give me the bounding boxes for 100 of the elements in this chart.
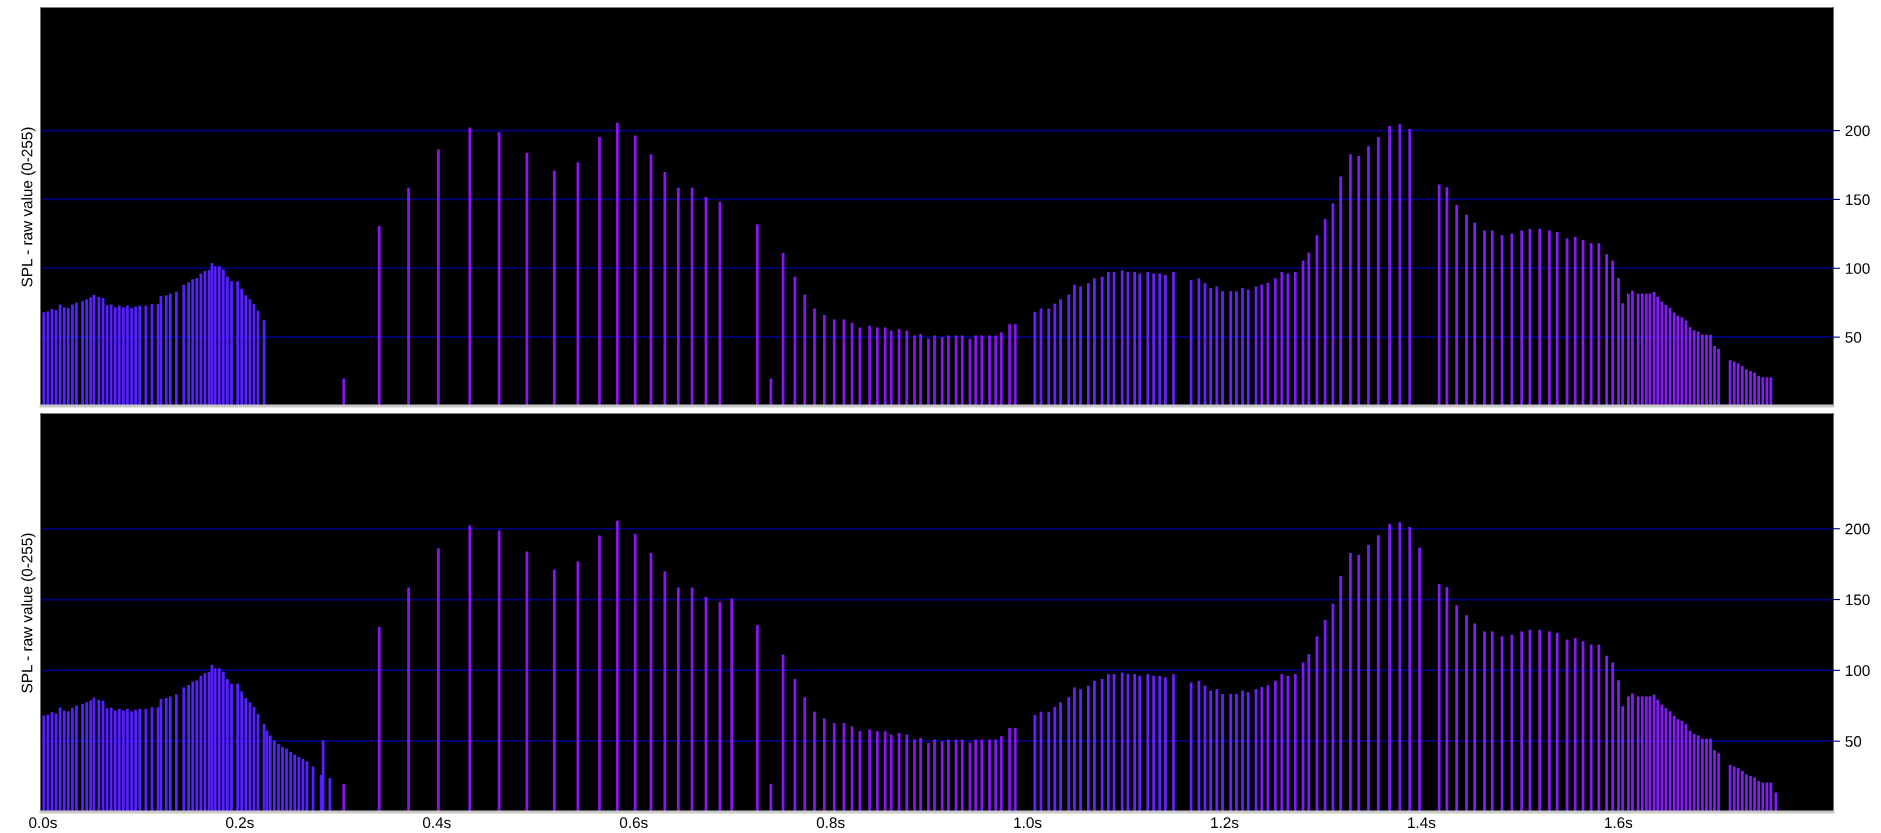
bar xyxy=(1656,296,1660,406)
bar xyxy=(113,710,117,812)
bar xyxy=(1152,675,1155,812)
bar xyxy=(1473,623,1477,812)
bar xyxy=(1086,685,1090,812)
bar xyxy=(1692,330,1696,406)
bar xyxy=(974,335,978,406)
bar xyxy=(272,740,276,812)
bar xyxy=(616,520,619,812)
bar xyxy=(1605,655,1609,812)
bar xyxy=(1120,672,1124,812)
bar xyxy=(277,744,280,812)
bar xyxy=(1209,287,1213,406)
bar xyxy=(1490,230,1494,406)
bar xyxy=(994,739,998,812)
bar xyxy=(933,739,936,812)
bar xyxy=(1280,271,1284,406)
bar xyxy=(1033,311,1037,406)
bar xyxy=(905,330,909,406)
bar xyxy=(1749,371,1752,406)
bar xyxy=(1640,696,1644,812)
bar xyxy=(1597,644,1601,812)
bar xyxy=(1086,283,1090,406)
bar xyxy=(1000,736,1003,812)
bar xyxy=(1757,780,1761,812)
bar xyxy=(690,187,694,406)
bar xyxy=(919,333,923,406)
bar xyxy=(1548,230,1551,406)
x-tick-label: 0.4s xyxy=(422,817,451,829)
x-tick-label: 0.0s xyxy=(29,817,57,829)
bar xyxy=(66,711,70,812)
bar xyxy=(1761,782,1765,812)
bar xyxy=(1033,715,1037,812)
bar xyxy=(195,680,199,812)
bar xyxy=(980,335,984,406)
bar xyxy=(1008,324,1011,406)
bar xyxy=(822,314,826,406)
bar xyxy=(980,739,984,812)
bar xyxy=(289,751,293,812)
bar xyxy=(1172,674,1175,812)
bar xyxy=(293,754,297,812)
bar xyxy=(1229,291,1233,406)
bar xyxy=(1753,777,1756,812)
bar xyxy=(342,783,346,812)
bar xyxy=(117,708,121,812)
bar xyxy=(407,587,410,812)
bar xyxy=(1611,260,1615,406)
bar xyxy=(66,308,70,406)
bar xyxy=(1538,629,1542,812)
bar xyxy=(552,170,556,406)
bar xyxy=(1573,236,1577,406)
bar xyxy=(1676,315,1680,406)
bar xyxy=(1133,674,1136,812)
bar xyxy=(1209,690,1213,812)
bar xyxy=(889,330,893,406)
bar xyxy=(1636,293,1640,406)
bar xyxy=(1418,547,1421,812)
bar xyxy=(468,127,472,406)
bar xyxy=(803,697,807,812)
bar xyxy=(1235,694,1238,812)
bar xyxy=(875,327,879,406)
bar xyxy=(1367,146,1370,406)
bar xyxy=(803,294,807,406)
bar xyxy=(191,681,195,812)
bar xyxy=(633,135,637,406)
bar xyxy=(497,132,501,406)
bar xyxy=(988,335,991,406)
bar xyxy=(1215,689,1219,812)
bar xyxy=(1133,271,1136,406)
bar xyxy=(1573,638,1577,812)
bar xyxy=(1656,699,1660,812)
bar xyxy=(1079,286,1082,406)
bar xyxy=(1680,317,1684,406)
bar xyxy=(1260,686,1264,812)
bar xyxy=(1073,687,1076,812)
bar xyxy=(144,305,148,406)
bar xyxy=(130,308,133,406)
bar xyxy=(1273,680,1277,812)
bar xyxy=(1293,271,1297,406)
bar xyxy=(1221,694,1224,812)
bar xyxy=(1047,711,1051,812)
bar xyxy=(1053,706,1057,812)
bar xyxy=(868,325,872,406)
bar xyxy=(1740,770,1744,812)
bar xyxy=(187,282,191,406)
bar xyxy=(1172,271,1175,406)
bar xyxy=(81,703,84,812)
bar xyxy=(1158,675,1162,812)
bar xyxy=(756,224,759,406)
bar xyxy=(1067,697,1071,812)
bar xyxy=(960,335,964,406)
bar xyxy=(168,696,172,812)
bar xyxy=(1555,632,1559,812)
bar xyxy=(407,187,410,406)
bar xyxy=(1059,702,1062,812)
bar xyxy=(1611,662,1615,812)
bar xyxy=(1138,675,1142,812)
bar xyxy=(1627,293,1630,406)
bar xyxy=(1490,631,1494,812)
bar xyxy=(217,266,221,406)
